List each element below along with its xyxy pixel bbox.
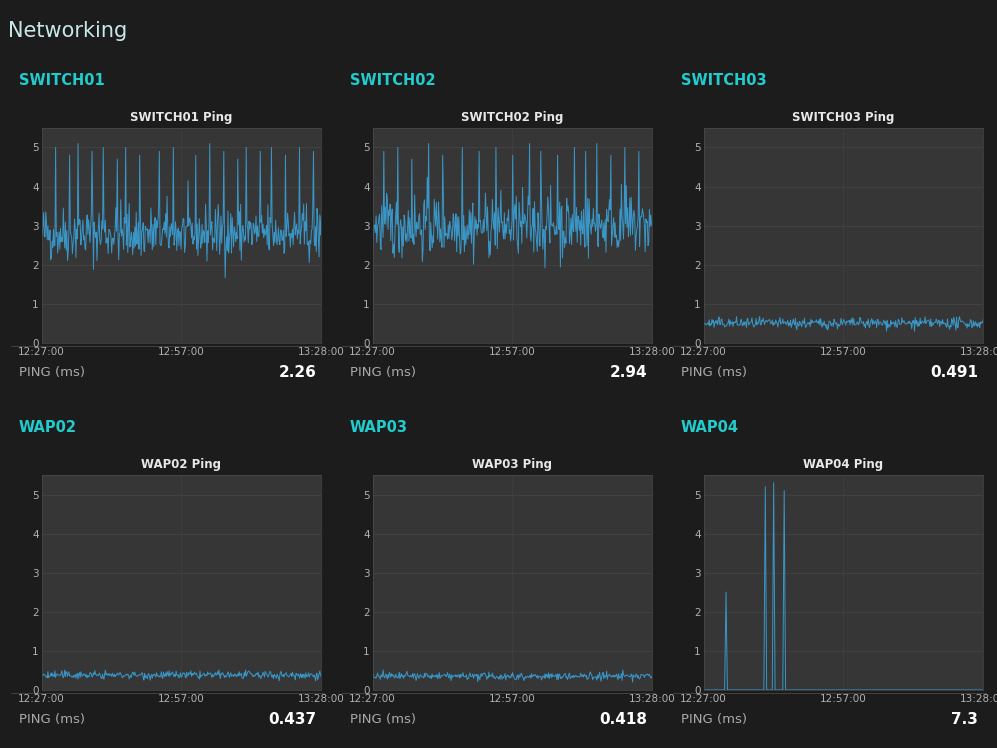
Text: WAP02: WAP02: [19, 420, 77, 435]
Text: SWITCH03: SWITCH03: [681, 73, 767, 88]
Text: SWITCH01: SWITCH01: [19, 73, 105, 88]
Text: 0.437: 0.437: [268, 711, 316, 727]
Text: PING (ms): PING (ms): [350, 366, 416, 378]
Text: PING (ms): PING (ms): [681, 713, 747, 726]
Text: SWITCH02: SWITCH02: [350, 73, 436, 88]
Text: PING (ms): PING (ms): [19, 713, 85, 726]
Text: 2.94: 2.94: [610, 364, 647, 380]
Title: SWITCH03 Ping: SWITCH03 Ping: [793, 111, 894, 124]
Title: SWITCH01 Ping: SWITCH01 Ping: [131, 111, 232, 124]
Text: 2.26: 2.26: [278, 364, 316, 380]
Title: WAP02 Ping: WAP02 Ping: [142, 458, 221, 471]
Text: WAP04: WAP04: [681, 420, 739, 435]
Text: 0.418: 0.418: [599, 711, 647, 727]
Title: WAP03 Ping: WAP03 Ping: [473, 458, 552, 471]
Title: SWITCH02 Ping: SWITCH02 Ping: [462, 111, 563, 124]
Text: WAP03: WAP03: [350, 420, 408, 435]
Text: PING (ms): PING (ms): [19, 366, 85, 378]
Text: 7.3: 7.3: [951, 711, 978, 727]
Text: Networking: Networking: [8, 20, 128, 40]
Text: PING (ms): PING (ms): [681, 366, 747, 378]
Text: PING (ms): PING (ms): [350, 713, 416, 726]
Text: 0.491: 0.491: [930, 364, 978, 380]
Title: WAP04 Ping: WAP04 Ping: [804, 458, 883, 471]
